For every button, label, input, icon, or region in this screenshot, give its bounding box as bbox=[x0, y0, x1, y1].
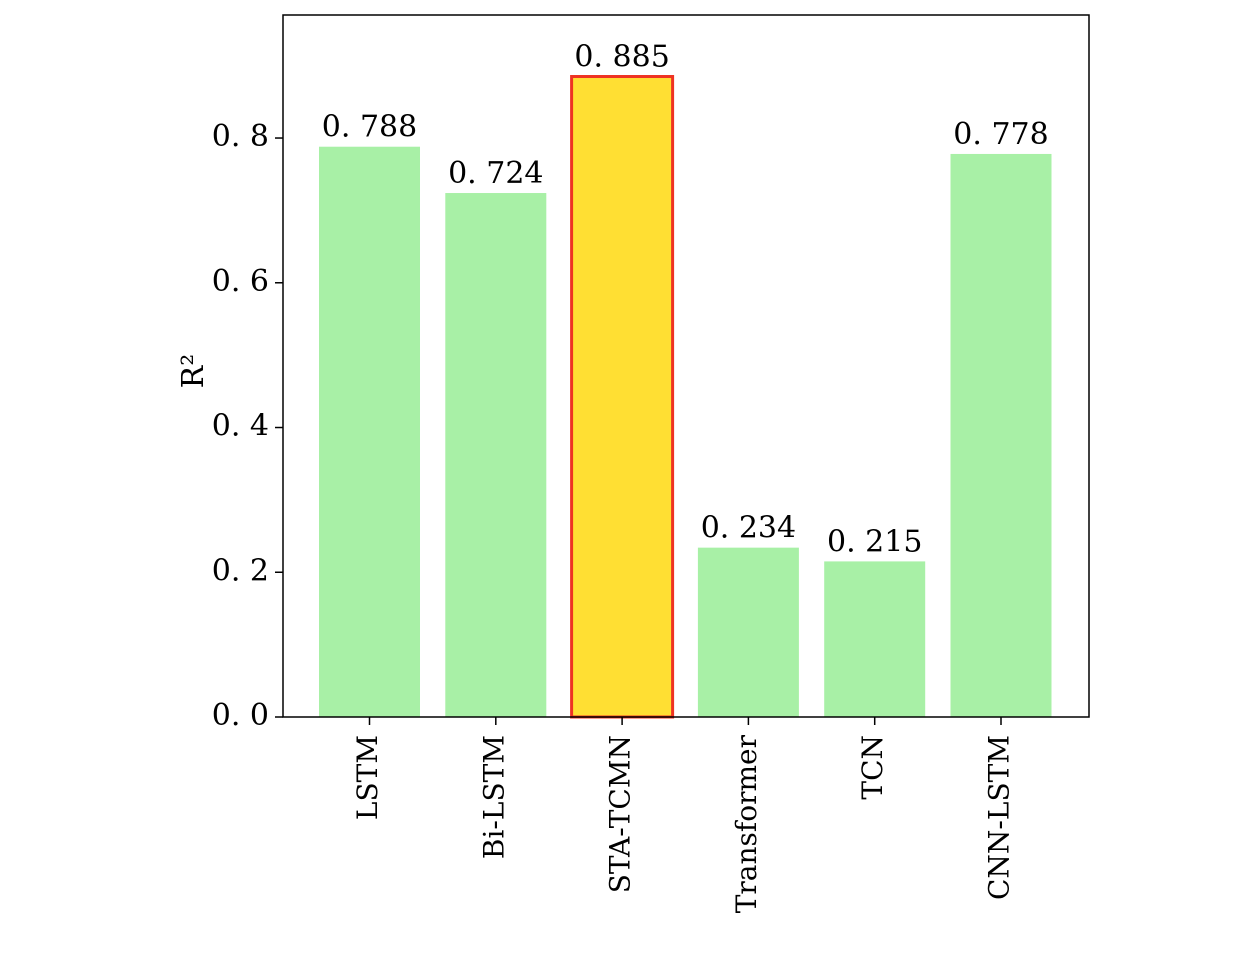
bar-tcn bbox=[824, 561, 926, 717]
bar-transformer bbox=[697, 547, 799, 717]
x-tick-label-cnn-lstm: CNN-LSTM bbox=[983, 735, 1016, 900]
bar-lstm bbox=[319, 146, 420, 718]
x-tick-label-lstm: LSTM bbox=[351, 735, 384, 820]
y-tick-label: 0. 8 bbox=[212, 119, 269, 154]
value-label-bi-lstm: 0. 724 bbox=[448, 156, 543, 191]
x-tick-label-tcn: TCN bbox=[856, 735, 889, 800]
bars-layer bbox=[319, 75, 1052, 719]
y-tick-label: 0. 6 bbox=[212, 264, 269, 299]
plot-frame bbox=[282, 14, 1090, 718]
y-axis: 0. 0 0. 2 0. 4 0. 6 0. 8 bbox=[212, 119, 283, 733]
x-tick-label-sta-tcmn: STA-TCMN bbox=[604, 735, 637, 893]
x-tick-label-bi-lstm: Bi-LSTM bbox=[477, 735, 510, 859]
value-label-transformer: 0. 234 bbox=[701, 511, 796, 546]
value-labels: 0. 788 0. 724 0. 885 0. 234 0. 215 0. 778 bbox=[322, 40, 1049, 560]
y-tick-label: 0. 4 bbox=[212, 409, 269, 444]
y-axis-title: R² bbox=[176, 354, 211, 389]
value-label-cnn-lstm: 0. 778 bbox=[953, 117, 1048, 152]
value-label-tcn: 0. 215 bbox=[827, 524, 922, 559]
x-axis: LSTM Bi-LSTM STA-TCMN Transformer TCN CNN-LST… bbox=[351, 717, 1016, 913]
value-label-sta-tcmn: 0. 885 bbox=[574, 40, 669, 75]
bar-sta-tcmn bbox=[570, 75, 675, 719]
bar-bi-lstm bbox=[445, 193, 547, 718]
plot-border bbox=[282, 14, 1090, 718]
value-label-lstm: 0. 788 bbox=[322, 110, 417, 145]
y-tick-label: 0. 2 bbox=[212, 553, 269, 588]
bar-cnn-lstm bbox=[950, 153, 1052, 717]
x-tick-label-transformer: Transformer bbox=[730, 734, 763, 913]
y-tick-label: 0. 0 bbox=[212, 698, 269, 733]
